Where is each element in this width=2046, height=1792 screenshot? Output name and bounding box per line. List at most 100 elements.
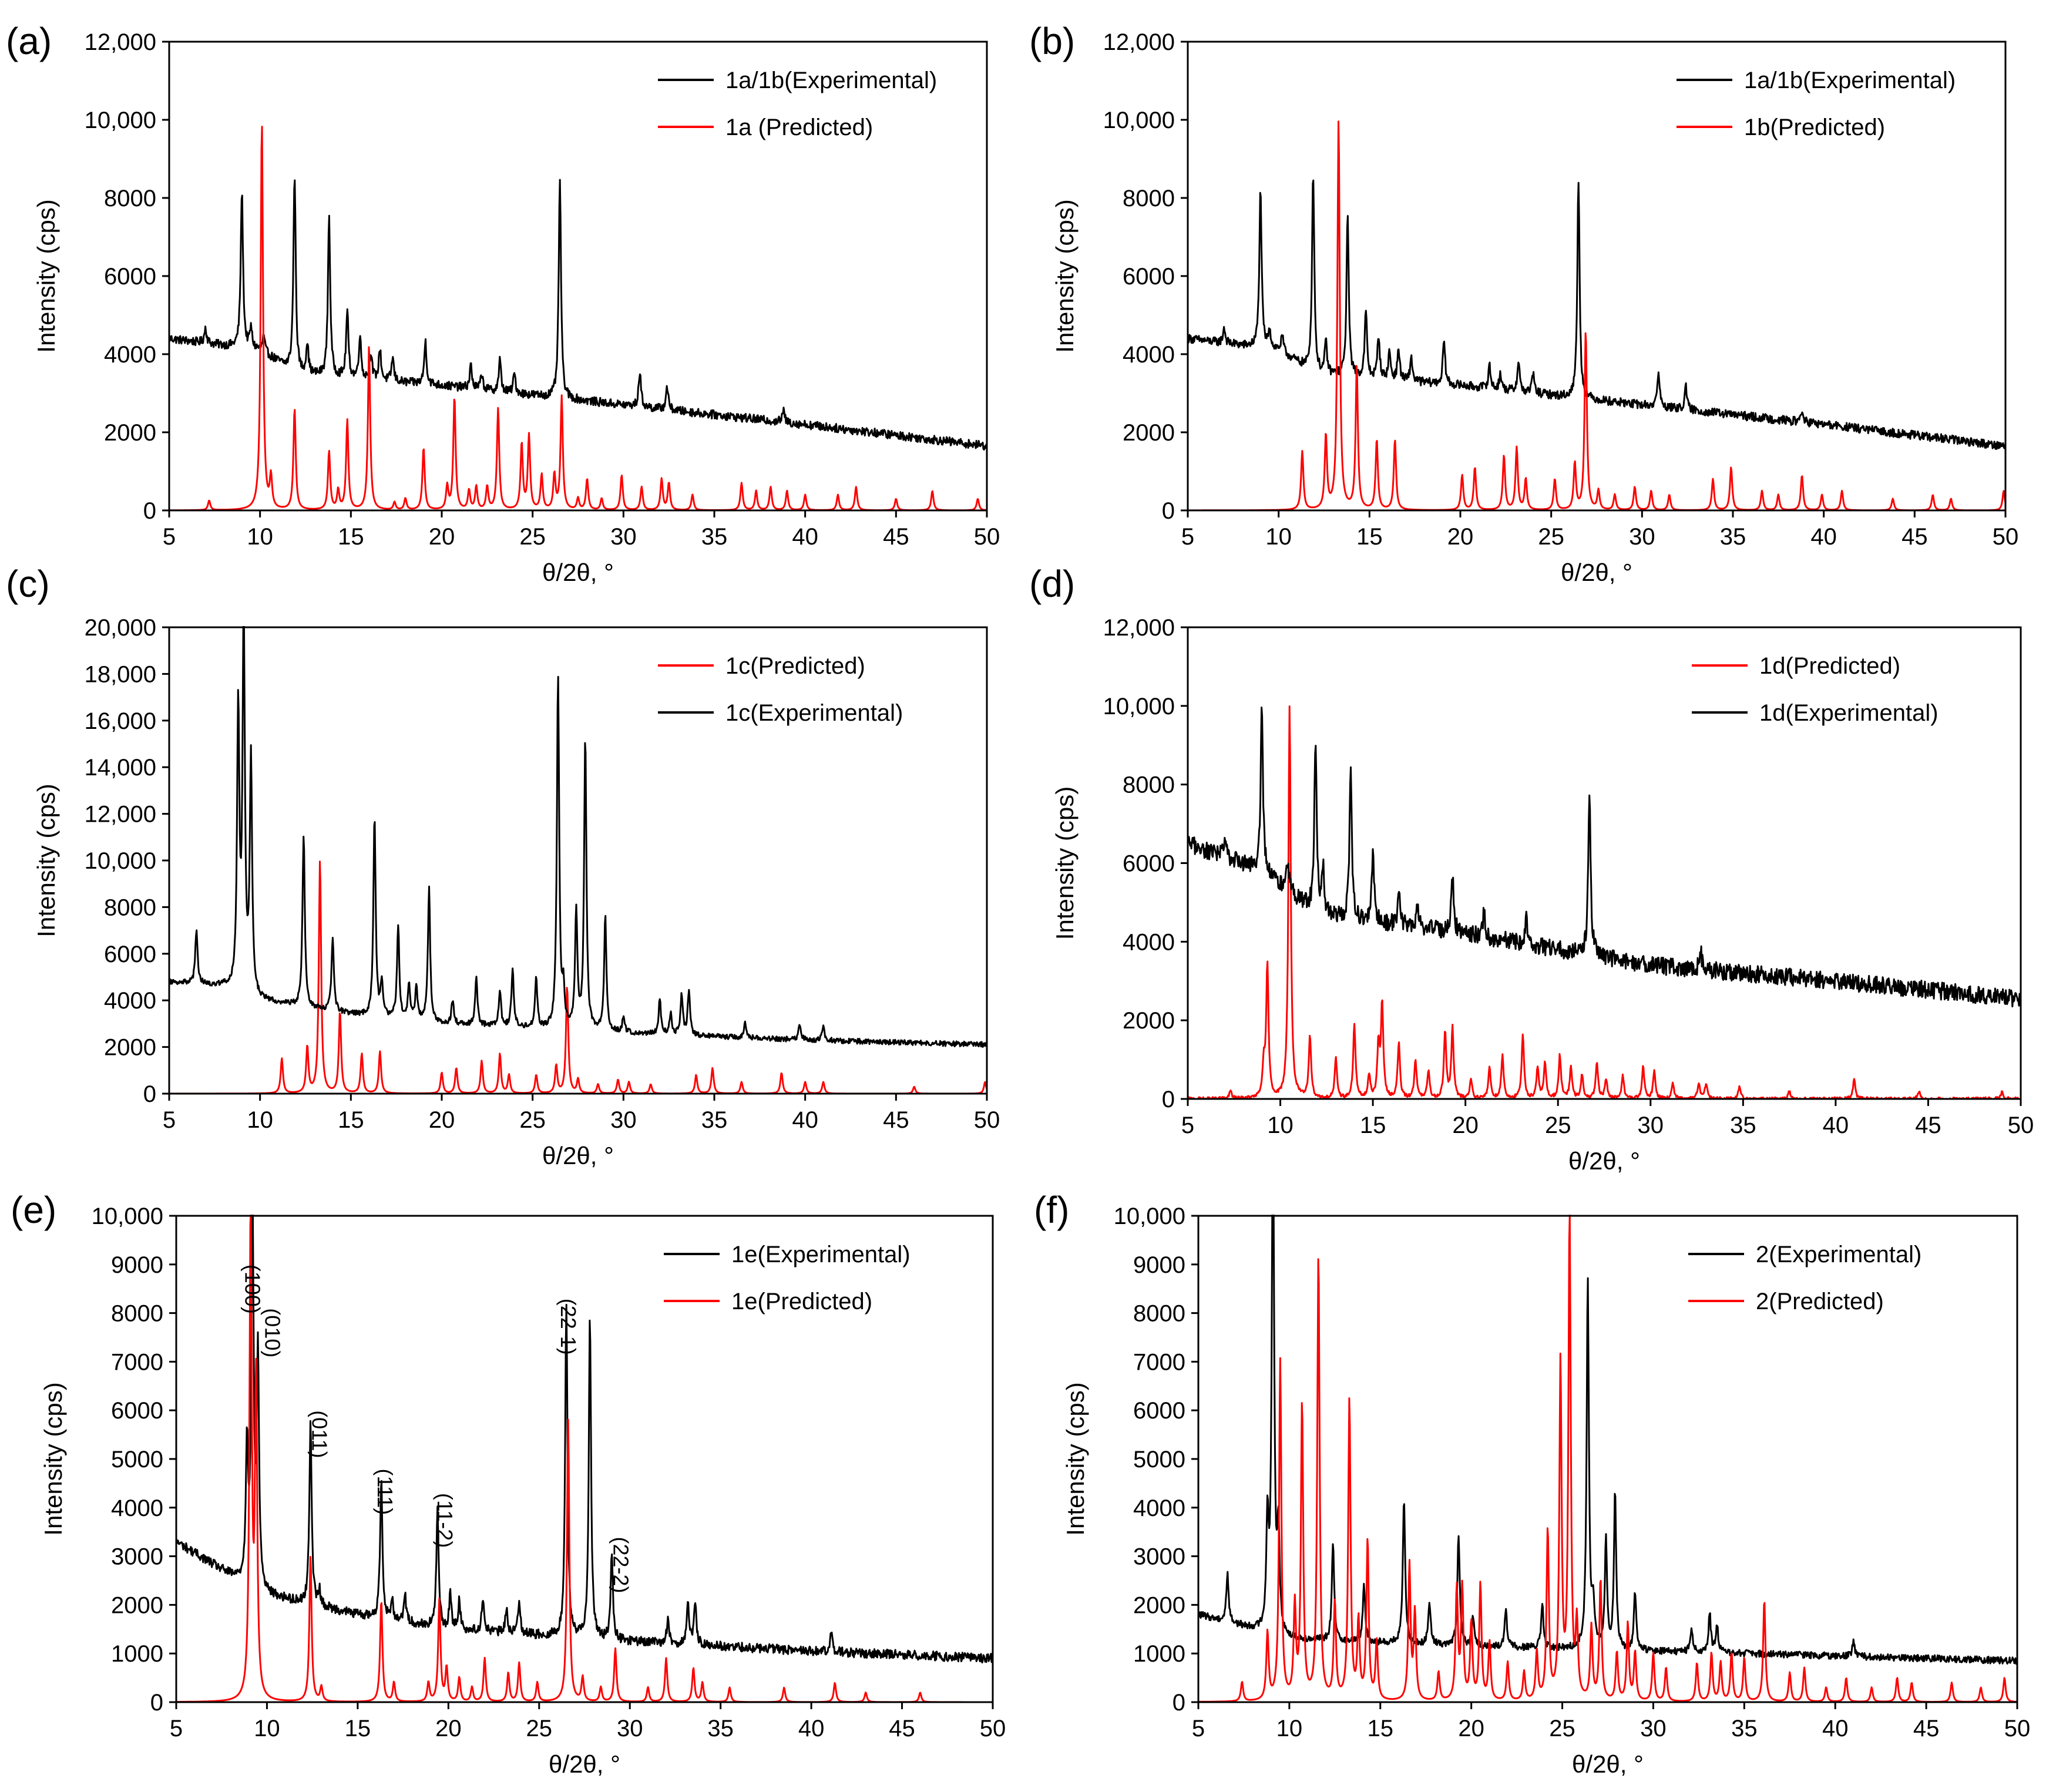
x-tick-label: 20 bbox=[1452, 1112, 1479, 1138]
x-axis-label: θ/2θ, ° bbox=[542, 559, 614, 586]
y-tick-label: 1000 bbox=[111, 1641, 163, 1667]
x-tick-label: 50 bbox=[974, 1107, 1000, 1133]
x-tick-label: 35 bbox=[707, 1716, 734, 1741]
y-tick-label: 4000 bbox=[1123, 929, 1175, 955]
legend-entry: 1c(Predicted) bbox=[725, 653, 865, 679]
legend-entry: 1d(Experimental) bbox=[1759, 700, 1939, 726]
panel-label: (c) bbox=[6, 563, 50, 605]
x-tick-label: 30 bbox=[610, 524, 637, 550]
x-tick-label: 25 bbox=[519, 524, 546, 550]
y-tick-label: 2000 bbox=[111, 1592, 163, 1618]
y-tick-label: 0 bbox=[143, 498, 156, 524]
series-line-1d-experimental- bbox=[1188, 707, 2021, 1008]
x-tick-label: 20 bbox=[429, 524, 455, 550]
x-tick-label: 35 bbox=[701, 1107, 728, 1133]
series-line-1a-1b-experimental- bbox=[1188, 179, 2005, 450]
peak-annotation: (11-2) bbox=[433, 1493, 457, 1548]
x-tick-label: 10 bbox=[254, 1716, 280, 1741]
x-axis-label: θ/2θ, ° bbox=[549, 1750, 620, 1778]
x-tick-label: 10 bbox=[1267, 1112, 1294, 1138]
y-tick-label: 0 bbox=[1172, 1690, 1185, 1716]
y-tick-label: 18,000 bbox=[85, 661, 156, 687]
panel-d: 5 10 15 20 25 30 35 40 45 50 0 2000 4000 6000 8000 10,0… bbox=[1029, 563, 2034, 1175]
y-tick-label: 9000 bbox=[1133, 1252, 1185, 1278]
legend-entry: 1a (Predicted) bbox=[725, 115, 873, 140]
y-tick-label: 10,000 bbox=[1103, 694, 1175, 720]
y-axis-label: Intensity (cps) bbox=[32, 199, 60, 352]
y-axis-label: Intensity (cps) bbox=[1051, 199, 1079, 352]
x-tick-label: 50 bbox=[974, 524, 1000, 550]
x-axis-label: θ/2θ, ° bbox=[1561, 559, 1632, 586]
peak-annotation: (22-1) bbox=[556, 1299, 580, 1355]
x-tick-label: 50 bbox=[2008, 1112, 2034, 1138]
x-tick-label: 45 bbox=[1913, 1716, 1940, 1741]
x-tick-label: 5 bbox=[163, 1107, 176, 1133]
x-tick-label: 35 bbox=[701, 524, 728, 550]
panel-a: 5 10 15 20 25 30 35 40 45 50 0 2000 4000 6000 8000 10,0… bbox=[6, 20, 1000, 586]
y-tick-label: 12,000 bbox=[1103, 615, 1175, 641]
y-tick-label: 4000 bbox=[1123, 342, 1175, 368]
x-tick-label: 10 bbox=[247, 524, 273, 550]
x-tick-label: 40 bbox=[792, 524, 818, 550]
panel-c: 5 10 15 20 25 30 35 40 45 50 0 2000 4000 6000 8000 10,0… bbox=[6, 563, 1000, 1169]
y-tick-label: 10,000 bbox=[1114, 1203, 1185, 1229]
x-tick-label: 5 bbox=[1181, 1112, 1194, 1138]
x-tick-label: 15 bbox=[1360, 1112, 1386, 1138]
x-tick-label: 25 bbox=[1549, 1716, 1575, 1741]
legend-entry: 1d(Predicted) bbox=[1759, 653, 1900, 679]
x-tick-label: 30 bbox=[610, 1107, 637, 1133]
x-tick-label: 20 bbox=[1447, 524, 1474, 550]
x-tick-label: 35 bbox=[1730, 1112, 1756, 1138]
y-tick-label: 6000 bbox=[1133, 1398, 1185, 1424]
legend-entry: 1a/1b(Experimental) bbox=[725, 68, 937, 93]
x-axis-label: θ/2θ, ° bbox=[1572, 1750, 1644, 1778]
legend-entry: 1e(Experimental) bbox=[731, 1242, 911, 1267]
x-tick-label: 45 bbox=[883, 524, 909, 550]
y-tick-label: 12,000 bbox=[1103, 29, 1175, 55]
x-tick-label: 50 bbox=[980, 1716, 1006, 1741]
series-line-1e-experimental- bbox=[176, 1215, 993, 1664]
series-line-1c-experimental- bbox=[169, 626, 987, 1048]
x-axis-label: θ/2θ, ° bbox=[1568, 1147, 1640, 1175]
x-tick-label: 20 bbox=[435, 1716, 462, 1741]
y-tick-label: 2000 bbox=[1123, 420, 1175, 446]
x-tick-label: 40 bbox=[792, 1107, 818, 1133]
x-tick-label: 45 bbox=[889, 1716, 915, 1741]
y-tick-label: 8000 bbox=[104, 895, 156, 920]
x-tick-label: 40 bbox=[1822, 1716, 1849, 1741]
y-tick-label: 2000 bbox=[104, 420, 156, 446]
x-tick-label: 45 bbox=[883, 1107, 909, 1133]
x-tick-label: 5 bbox=[163, 524, 176, 550]
y-tick-label: 10,000 bbox=[92, 1203, 163, 1229]
series-line-1a-predicted- bbox=[169, 126, 987, 510]
panel-label: (e) bbox=[11, 1189, 56, 1231]
y-tick-label: 8000 bbox=[1123, 772, 1175, 798]
plot-frame bbox=[168, 626, 988, 1095]
y-tick-label: 8000 bbox=[111, 1301, 163, 1327]
panel-b: 5 10 15 20 25 30 35 40 45 50 0 2000 4000 6000 8000 10,0… bbox=[1029, 20, 2018, 586]
y-tick-label: 1000 bbox=[1133, 1641, 1185, 1667]
x-tick-label: 30 bbox=[1638, 1112, 1664, 1138]
x-tick-label: 25 bbox=[519, 1107, 546, 1133]
y-tick-label: 6000 bbox=[1123, 264, 1175, 290]
y-tick-label: 4000 bbox=[104, 988, 156, 1014]
plot-frame bbox=[168, 41, 988, 512]
y-tick-label: 8000 bbox=[1123, 186, 1175, 211]
x-tick-label: 15 bbox=[1356, 524, 1383, 550]
y-tick-label: 12,000 bbox=[85, 802, 156, 828]
x-tick-label: 25 bbox=[1545, 1112, 1571, 1138]
x-tick-label: 35 bbox=[1731, 1716, 1758, 1741]
x-tick-label: 45 bbox=[1901, 524, 1928, 550]
y-axis-label: Intensity (cps) bbox=[1051, 786, 1079, 940]
x-tick-label: 5 bbox=[1192, 1716, 1205, 1741]
legend-entry: 1c(Experimental) bbox=[725, 700, 903, 726]
y-tick-label: 0 bbox=[143, 1081, 156, 1107]
series-line-1d-predicted- bbox=[1188, 705, 2021, 1099]
y-tick-label: 16,000 bbox=[85, 708, 156, 734]
x-tick-label: 30 bbox=[617, 1716, 643, 1741]
y-tick-label: 8000 bbox=[1133, 1301, 1185, 1327]
legend-entry: 1e(Predicted) bbox=[731, 1289, 872, 1314]
y-tick-label: 20,000 bbox=[85, 615, 156, 641]
x-tick-label: 40 bbox=[798, 1716, 825, 1741]
y-tick-label: 2000 bbox=[1133, 1592, 1185, 1618]
